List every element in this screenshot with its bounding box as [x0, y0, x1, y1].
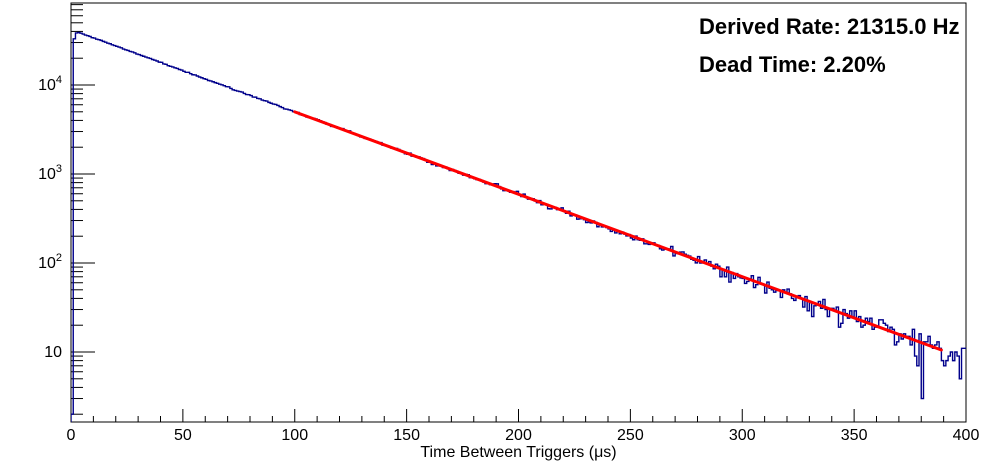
x-tick-label: 400 — [953, 427, 980, 444]
x-axis-ticks — [70, 409, 967, 422]
x-tick-label: 0 — [67, 427, 76, 444]
annotation-derived-rate: Derived Rate: 21315.0 Hz — [699, 14, 959, 39]
x-tick-label: 50 — [174, 427, 192, 444]
x-tick-label: 350 — [841, 427, 868, 444]
x-tick-label: 250 — [617, 427, 644, 444]
y-axis-ticks — [71, 4, 95, 415]
y-tick-label: 102 — [38, 252, 62, 272]
y-tick-label: 103 — [38, 163, 62, 183]
x-tick-label: 200 — [505, 427, 532, 444]
x-tick-label: 300 — [729, 427, 756, 444]
x-tick-label: 150 — [393, 427, 420, 444]
fit-line — [293, 110, 943, 352]
y-tick-label: 104 — [38, 74, 62, 94]
histogram-line — [71, 31, 966, 422]
annotation-dead-time: Dead Time: 2.20% — [699, 52, 886, 77]
y-tick-label: 10 — [44, 344, 62, 361]
y-axis-labels: 10 102 103 104 — [38, 74, 62, 361]
x-axis-title: Time Between Triggers (μs) — [420, 444, 616, 461]
x-axis-labels: 0 50 100 150 200 250 300 350 400 — [67, 427, 980, 444]
x-tick-label: 100 — [281, 427, 308, 444]
